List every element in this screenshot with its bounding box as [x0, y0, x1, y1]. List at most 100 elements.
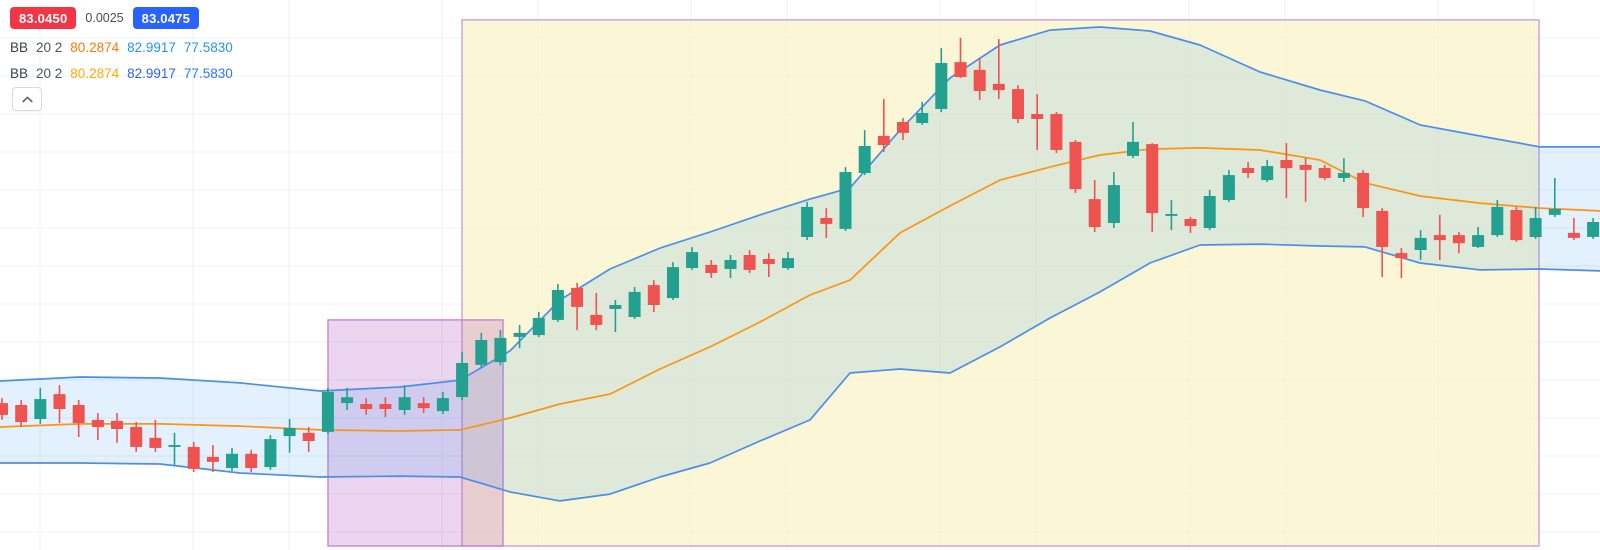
candle	[743, 250, 756, 273]
candle	[877, 99, 890, 152]
candle	[1261, 160, 1274, 182]
candle	[226, 447, 238, 471]
candle	[245, 449, 258, 472]
candle	[1127, 122, 1139, 159]
bb-upper-value: 82.9917	[127, 66, 176, 81]
candle	[820, 208, 833, 238]
candle	[935, 48, 948, 113]
candle	[801, 201, 814, 240]
candle	[475, 332, 488, 368]
legend-collapse-button[interactable]	[12, 87, 42, 111]
candle	[590, 292, 603, 331]
candle	[782, 252, 794, 270]
candle	[628, 287, 641, 319]
candle	[53, 385, 66, 423]
chevron-up-icon	[21, 96, 33, 103]
candle	[91, 413, 104, 440]
candle	[302, 427, 315, 452]
candle	[1069, 140, 1082, 193]
candle	[1184, 217, 1197, 233]
indicator-name: BB	[10, 40, 29, 55]
candle	[839, 167, 852, 231]
indicator-row-bb-2[interactable]: BB 20 2 80.2874 82.9917 77.5830	[10, 65, 233, 82]
candle	[1031, 94, 1044, 150]
candle	[1472, 227, 1485, 249]
candle	[1012, 85, 1024, 123]
candle	[398, 385, 411, 415]
bb-basis-value: 80.2874	[70, 40, 120, 55]
bollinger-fill	[0, 27, 1600, 501]
candle	[321, 387, 334, 434]
candle	[1318, 164, 1331, 181]
candle	[206, 445, 219, 472]
candle	[1146, 143, 1159, 232]
candle	[897, 118, 909, 140]
candle	[686, 247, 699, 270]
candle	[1587, 218, 1600, 239]
candle	[705, 260, 718, 278]
candle	[1299, 158, 1312, 202]
candle	[609, 300, 622, 332]
candle	[1107, 172, 1120, 228]
ask-badge[interactable]: 83.0475	[132, 7, 200, 29]
bb-lower-value: 77.5830	[183, 40, 233, 55]
purple-highlight	[327, 319, 504, 547]
candle	[1357, 170, 1370, 218]
candle	[551, 283, 564, 322]
candle	[858, 130, 871, 176]
candle	[1548, 178, 1561, 218]
candle	[111, 413, 123, 443]
candle	[724, 255, 737, 278]
candle	[1376, 208, 1389, 277]
candle	[647, 280, 660, 313]
candle	[1529, 206, 1542, 239]
candle	[417, 397, 430, 413]
indicator-row-bb-1[interactable]: BB 20 2 80.2874 82.9917 77.5830	[10, 39, 233, 56]
candle	[341, 387, 354, 410]
candle	[1203, 190, 1216, 231]
indicator-params: 20 2	[36, 40, 63, 55]
candle	[1222, 170, 1235, 202]
bollinger-lower-line	[0, 243, 1600, 502]
candle	[916, 101, 929, 125]
candle	[1088, 180, 1101, 232]
candle	[1510, 206, 1523, 242]
candle	[1491, 200, 1504, 237]
candle	[1395, 248, 1408, 278]
spread-value: 0.0025	[85, 11, 124, 25]
bid-badge[interactable]: 83.0450	[10, 7, 77, 29]
candle	[1452, 232, 1465, 254]
candles-layer	[0, 37, 1600, 472]
bb-basis-value: 80.2874	[70, 66, 120, 81]
indicator-params: 20 2	[36, 66, 63, 81]
legend-overlay: 83.0450 0.0025 83.0475 BB 20 2 80.2874 8…	[0, 0, 420, 130]
candle	[283, 419, 296, 453]
candle	[1242, 162, 1255, 178]
candle	[973, 58, 986, 100]
candle	[360, 398, 373, 415]
candle	[1050, 112, 1063, 154]
candle	[992, 39, 1005, 100]
candle	[1567, 218, 1580, 240]
candle	[149, 419, 162, 452]
bb-lower-value: 77.5830	[183, 66, 233, 81]
candle	[1337, 158, 1350, 182]
quote-row: 83.0450 0.0025 83.0475	[10, 7, 200, 29]
candle	[1165, 200, 1178, 231]
candle	[762, 253, 775, 277]
bb-upper-value: 82.9917	[127, 40, 176, 55]
candle	[379, 397, 392, 418]
candle	[130, 422, 143, 452]
indicator-name: BB	[10, 66, 29, 81]
candle	[1414, 230, 1427, 260]
candle	[1280, 143, 1293, 199]
candle	[571, 282, 584, 331]
candle	[456, 351, 469, 400]
candle	[436, 391, 449, 414]
bollinger-basis-line	[0, 147, 1600, 432]
candle	[532, 312, 545, 337]
candle	[168, 432, 181, 465]
yellow-highlight	[461, 19, 1540, 547]
